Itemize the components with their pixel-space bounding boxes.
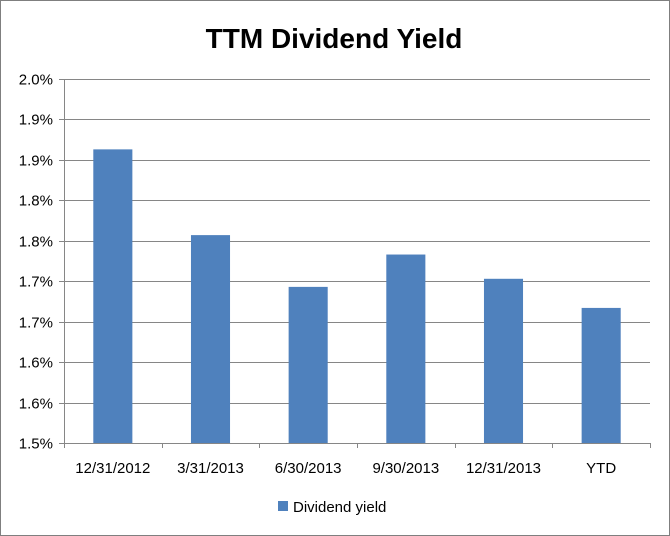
x-tick-label: YTD — [586, 460, 616, 477]
x-tick-label: 6/30/2013 — [275, 460, 342, 477]
y-axis: 1.5% 1.6% 1.6% 1.7% 1.7% 1.8% 1.8% 1.9% 1.9% 2.0% — [19, 72, 65, 453]
bar — [93, 149, 133, 443]
y-tick-label: 2.0% — [19, 72, 53, 89]
bar — [386, 254, 426, 443]
y-tick-label: 1.8% — [19, 234, 53, 251]
x-tick-label: 12/31/2013 — [466, 460, 541, 477]
y-tick-label: 1.9% — [19, 153, 53, 170]
y-tick-label: 1.6% — [19, 355, 53, 372]
chart-title: TTM Dividend Yield — [206, 23, 463, 54]
bar — [288, 286, 328, 443]
legend-swatch — [278, 501, 288, 511]
x-tick-label: 12/31/2012 — [75, 460, 150, 477]
grid-lines — [64, 79, 650, 444]
bar — [190, 235, 231, 443]
y-tick-label: 1.5% — [19, 436, 53, 453]
y-tick-label: 1.7% — [19, 315, 53, 332]
legend-label: Dividend yield — [293, 499, 386, 516]
y-tick-label: 1.7% — [19, 274, 53, 291]
bars — [93, 149, 621, 443]
bar — [483, 278, 524, 443]
x-tick-label: 3/31/2013 — [177, 460, 244, 477]
legend: Dividend yield — [278, 499, 386, 516]
y-tick-label: 1.8% — [19, 193, 53, 210]
x-tick-label: 9/30/2013 — [372, 460, 439, 477]
y-tick-label: 1.6% — [19, 396, 53, 413]
bar — [581, 307, 621, 443]
x-axis: 12/31/2012 3/31/2013 6/30/2013 9/30/2013 12/… — [64, 443, 651, 477]
y-tick-label: 1.9% — [19, 112, 53, 129]
